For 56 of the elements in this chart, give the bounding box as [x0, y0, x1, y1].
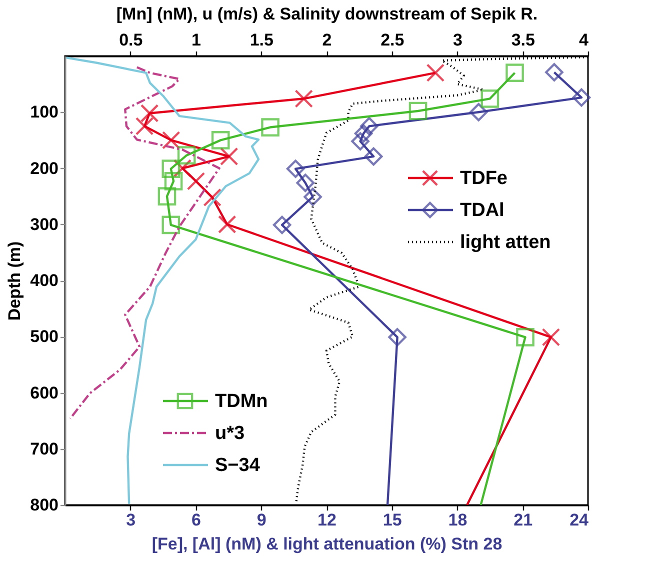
- point: [220, 147, 238, 166]
- point: [542, 328, 560, 346]
- point: [218, 215, 236, 234]
- x2-tick-label: 0.5: [119, 30, 143, 50]
- x-tick-label: 3: [126, 510, 136, 530]
- y-tick-label: 800: [30, 496, 58, 514]
- point: [162, 131, 180, 150]
- point: [294, 89, 313, 108]
- y-tick-label: 400: [30, 271, 58, 290]
- point: [140, 104, 159, 122]
- point: [186, 172, 206, 190]
- x2-axis-title: [Mn] (nM), u (m/s) & Salinity downstream of Sepik R.: [116, 4, 538, 24]
- y-tick-label: 300: [30, 214, 58, 234]
- x2-tick-label: 3.5: [511, 30, 535, 50]
- point: [286, 160, 305, 178]
- legend-label: S−34: [215, 455, 260, 476]
- x-axis-title: [Fe], [Al] (nM) & light attenuation (%) Stn 28: [152, 534, 502, 554]
- y-tick-label: 600: [30, 383, 58, 402]
- y-tick-label: 700: [30, 439, 58, 458]
- y-axis-title: Depth (m): [5, 241, 24, 321]
- x-tick-label: 6: [192, 510, 201, 530]
- x2-tick-label: 4: [579, 30, 590, 50]
- x2-tick-label: 2.5: [380, 30, 404, 50]
- point: [272, 216, 292, 234]
- point: [173, 159, 192, 178]
- point: [296, 174, 315, 192]
- point: [351, 132, 370, 150]
- point: [360, 116, 378, 136]
- y-tick-label: 200: [30, 158, 58, 178]
- legend-label: u*3: [215, 423, 245, 444]
- point: [304, 188, 322, 206]
- point: [388, 328, 406, 346]
- y-tick-label: 100: [30, 102, 58, 122]
- point: [135, 116, 154, 136]
- legend-label: TDMn: [215, 391, 268, 412]
- x2-tick-label: 1: [192, 30, 201, 50]
- point: [364, 147, 383, 166]
- x-tick-label: 18: [448, 510, 468, 530]
- x2-tick-label: 2: [322, 30, 332, 50]
- point: [545, 63, 564, 82]
- point: [203, 188, 222, 207]
- point: [572, 88, 591, 107]
- point: [354, 124, 373, 143]
- point: [426, 64, 445, 82]
- x-tick-label: 9: [256, 510, 266, 530]
- x2-tick-label: 3: [453, 30, 462, 50]
- legend-label: TDFe: [460, 168, 508, 189]
- x-tick-label: 12: [318, 510, 336, 530]
- x-tick-label: 21: [514, 510, 533, 530]
- x-tick-label: 24: [570, 510, 590, 530]
- x2-tick-label: 1.5: [250, 30, 274, 50]
- legend-label: TDAl: [460, 200, 504, 221]
- x-tick-label: 15: [382, 510, 402, 530]
- y-tick-label: 500: [30, 327, 58, 346]
- legend-label: light atten: [460, 232, 551, 253]
- point: [469, 102, 488, 122]
